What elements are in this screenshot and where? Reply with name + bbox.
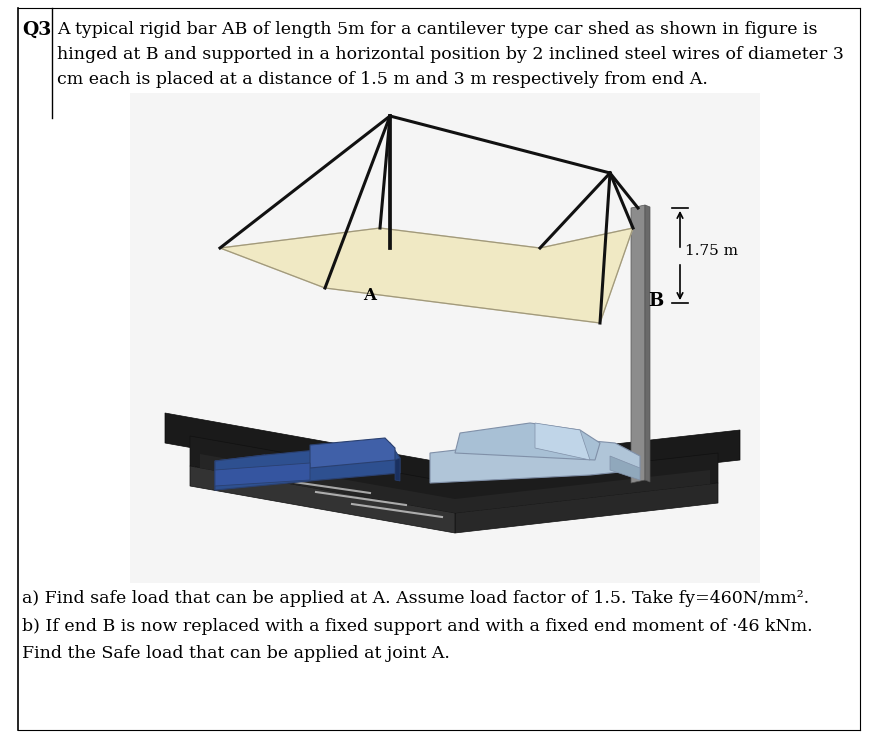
Text: hinged at B and supported in a horizontal position by 2 inclined steel wires of : hinged at B and supported in a horizonta… xyxy=(57,46,844,63)
Text: 1.75 m: 1.75 m xyxy=(685,244,738,258)
Polygon shape xyxy=(215,463,310,486)
Polygon shape xyxy=(455,483,718,533)
Text: Find the Safe load that can be applied at joint A.: Find the Safe load that can be applied a… xyxy=(22,645,450,662)
Polygon shape xyxy=(215,455,265,490)
Text: a) Find safe load that can be applied at A. Assume load factor of 1.5. Take fy=4: a) Find safe load that can be applied at… xyxy=(22,590,809,607)
Polygon shape xyxy=(631,205,645,483)
Polygon shape xyxy=(395,458,400,481)
Polygon shape xyxy=(190,466,455,533)
Polygon shape xyxy=(165,413,740,493)
Polygon shape xyxy=(215,443,400,490)
Polygon shape xyxy=(220,228,633,323)
Text: Q3: Q3 xyxy=(22,21,52,39)
Text: b) If end B is now replaced with a fixed support and with a fixed end moment of : b) If end B is now replaced with a fixed… xyxy=(22,618,813,635)
Polygon shape xyxy=(535,423,590,460)
Polygon shape xyxy=(645,205,650,482)
Polygon shape xyxy=(610,456,640,480)
Polygon shape xyxy=(200,454,710,513)
FancyBboxPatch shape xyxy=(130,93,760,583)
Polygon shape xyxy=(430,438,640,483)
Text: B: B xyxy=(648,292,663,310)
Polygon shape xyxy=(310,438,395,468)
Polygon shape xyxy=(455,423,600,460)
Text: A: A xyxy=(363,286,376,303)
Text: A typical rigid bar AB of length 5m for a cantilever type car shed as shown in f: A typical rigid bar AB of length 5m for … xyxy=(57,21,817,38)
Text: cm each is placed at a distance of 1.5 m and 3 m respectively from end A.: cm each is placed at a distance of 1.5 m… xyxy=(57,71,708,88)
Polygon shape xyxy=(190,436,718,513)
